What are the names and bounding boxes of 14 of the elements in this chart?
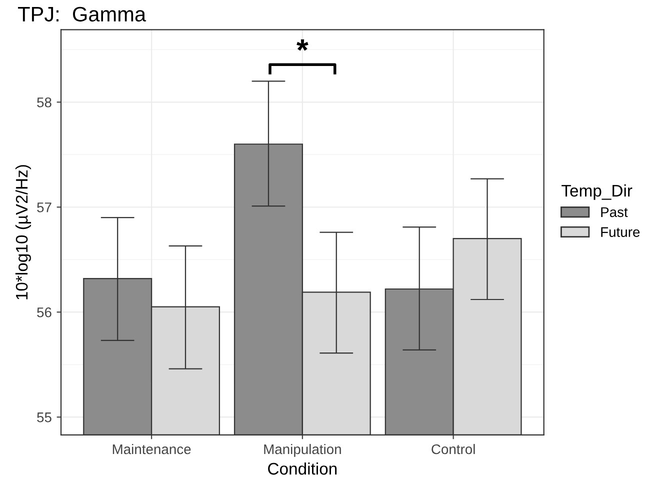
annotation: * bbox=[296, 39, 308, 51]
x-axis-title: Condition bbox=[268, 462, 337, 475]
x-tick-label: Manipulation bbox=[264, 444, 341, 457]
legend-label: Past bbox=[601, 207, 628, 218]
y-tick-label: 56 bbox=[37, 307, 52, 318]
chart-title: TPJ: Gamma bbox=[18, 6, 146, 22]
x-tick-label: Maintenance bbox=[112, 444, 191, 454]
y-tick-label: 58 bbox=[37, 97, 52, 108]
legend-title: Temp_Dir bbox=[562, 184, 632, 200]
y-tick-label: 57 bbox=[37, 202, 52, 212]
legend-label: Future bbox=[601, 227, 640, 237]
x-tick-label: Control bbox=[432, 444, 475, 454]
y-tick-label: 55 bbox=[37, 412, 52, 422]
y-axis-title: 10*log10 (µV2/Hz) bbox=[15, 165, 31, 300]
